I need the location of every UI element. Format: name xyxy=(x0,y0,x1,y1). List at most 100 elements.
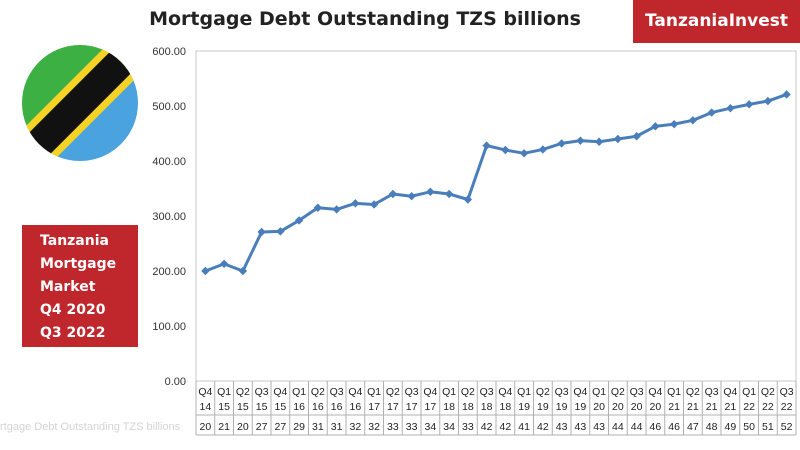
data-point xyxy=(238,266,248,276)
table-cell: 34 xyxy=(443,421,455,433)
x-tick-label: 15 xyxy=(237,401,249,413)
table-cell: 46 xyxy=(650,421,662,433)
x-tick-label: 15 xyxy=(256,401,268,413)
watermark-text: rtgage Debt Outstanding TZS billions xyxy=(0,421,181,433)
data-point xyxy=(482,141,491,150)
x-tick-label: Q1 xyxy=(217,386,231,398)
x-tick-label: Q3 xyxy=(480,386,494,398)
data-point xyxy=(313,203,323,212)
table-cell: 42 xyxy=(500,421,512,433)
table-cell: 34 xyxy=(425,421,437,433)
table-cell: 43 xyxy=(593,421,605,433)
table-cell: 42 xyxy=(481,421,493,433)
data-point xyxy=(276,227,285,236)
y-tick-label: 500.00 xyxy=(152,101,186,113)
data-point xyxy=(501,145,510,155)
x-tick-label: 21 xyxy=(725,401,737,413)
side-label-line: Q4 2020 xyxy=(40,302,106,318)
x-tick-label: 19 xyxy=(537,401,549,413)
table-cell: 44 xyxy=(612,421,624,433)
x-tick-label: 14 xyxy=(200,401,212,413)
x-tick-label: Q4 xyxy=(423,386,437,398)
x-tick-label: 20 xyxy=(631,401,643,413)
data-point xyxy=(201,266,210,276)
y-tick-label: 300.00 xyxy=(152,211,186,223)
x-tick-label: Q4 xyxy=(648,386,662,398)
chart-title: Mortgage Debt Outstanding TZS billions xyxy=(149,8,581,30)
x-tick-label: Q2 xyxy=(611,386,625,398)
data-point xyxy=(557,139,566,148)
data-point xyxy=(669,119,679,129)
x-tick-label: Q3 xyxy=(780,386,794,398)
data-point xyxy=(444,189,454,199)
y-tick-label: 600.00 xyxy=(152,46,186,58)
data-point xyxy=(219,259,229,269)
x-tick-label: 20 xyxy=(612,401,624,413)
table-cell: 52 xyxy=(781,421,793,433)
data-point xyxy=(426,187,435,196)
table-cell: 32 xyxy=(350,421,362,433)
data-point xyxy=(369,200,379,209)
x-tick-label: Q2 xyxy=(236,386,250,398)
data-point xyxy=(651,122,660,131)
table-cell: 47 xyxy=(687,421,699,433)
x-tick-label: Q1 xyxy=(667,386,681,398)
plot-area xyxy=(195,50,797,382)
x-tick-label: 16 xyxy=(293,401,305,413)
x-tick-label: 18 xyxy=(481,401,493,413)
data-point xyxy=(257,227,266,237)
table-cell: 20 xyxy=(200,421,212,433)
x-tick-label: Q2 xyxy=(686,386,700,398)
table-cell: 43 xyxy=(575,421,587,433)
table-cell: 21 xyxy=(218,421,230,433)
table-cell: 20 xyxy=(237,421,249,433)
y-tick-label: 100.00 xyxy=(152,321,186,333)
data-point xyxy=(744,100,754,109)
data-point xyxy=(707,108,716,117)
x-tick-label: Q2 xyxy=(311,386,325,398)
data-point xyxy=(688,116,698,125)
table-cell: 29 xyxy=(293,421,305,433)
x-tick-label: Q3 xyxy=(555,386,569,398)
data-point xyxy=(463,195,473,204)
table-cell: 48 xyxy=(706,421,718,433)
x-tick-label: Q1 xyxy=(292,386,306,398)
table-cell: 42 xyxy=(537,421,549,433)
x-tick-label: 18 xyxy=(500,401,512,413)
data-point xyxy=(332,205,341,214)
x-tick-label: Q1 xyxy=(517,386,531,398)
x-tick-label: 18 xyxy=(443,401,455,413)
data-point xyxy=(782,90,791,99)
x-tick-label: 19 xyxy=(556,401,568,413)
x-tick-label: Q4 xyxy=(573,386,587,398)
side-label-line: Mortgage xyxy=(40,256,117,272)
table-cell: 50 xyxy=(743,421,755,433)
x-tick-label: Q3 xyxy=(255,386,269,398)
table-cell: 41 xyxy=(518,421,530,433)
table-cell: 33 xyxy=(406,421,418,433)
x-tick-label: 22 xyxy=(781,401,793,413)
side-label-line: Q3 2022 xyxy=(40,325,106,341)
x-tick-label: Q4 xyxy=(198,386,212,398)
side-label-line: Tanzania xyxy=(40,233,109,249)
x-tick-label: 20 xyxy=(593,401,605,413)
y-tick-label: 200.00 xyxy=(152,266,186,278)
table-cell: 49 xyxy=(725,421,737,433)
x-tick-label: 20 xyxy=(650,401,662,413)
table-cell: 27 xyxy=(256,421,268,433)
table-cell: 43 xyxy=(556,421,568,433)
x-tick-label: 15 xyxy=(218,401,230,413)
x-tick-label: Q3 xyxy=(705,386,719,398)
x-tick-label: Q2 xyxy=(536,386,550,398)
market-label-box: Tanzania Mortgage Market Q4 2020 Q3 2022 xyxy=(22,225,138,347)
table-cell: 27 xyxy=(275,421,287,433)
x-tick-label: 22 xyxy=(743,401,755,413)
table-cell: 51 xyxy=(762,421,774,433)
x-tick-label: 17 xyxy=(406,401,418,413)
x-tick-label: 19 xyxy=(575,401,587,413)
side-label-line: Market xyxy=(40,279,96,295)
data-point xyxy=(726,104,735,113)
table-cell: 33 xyxy=(387,421,399,433)
x-tick-label: 17 xyxy=(425,401,437,413)
